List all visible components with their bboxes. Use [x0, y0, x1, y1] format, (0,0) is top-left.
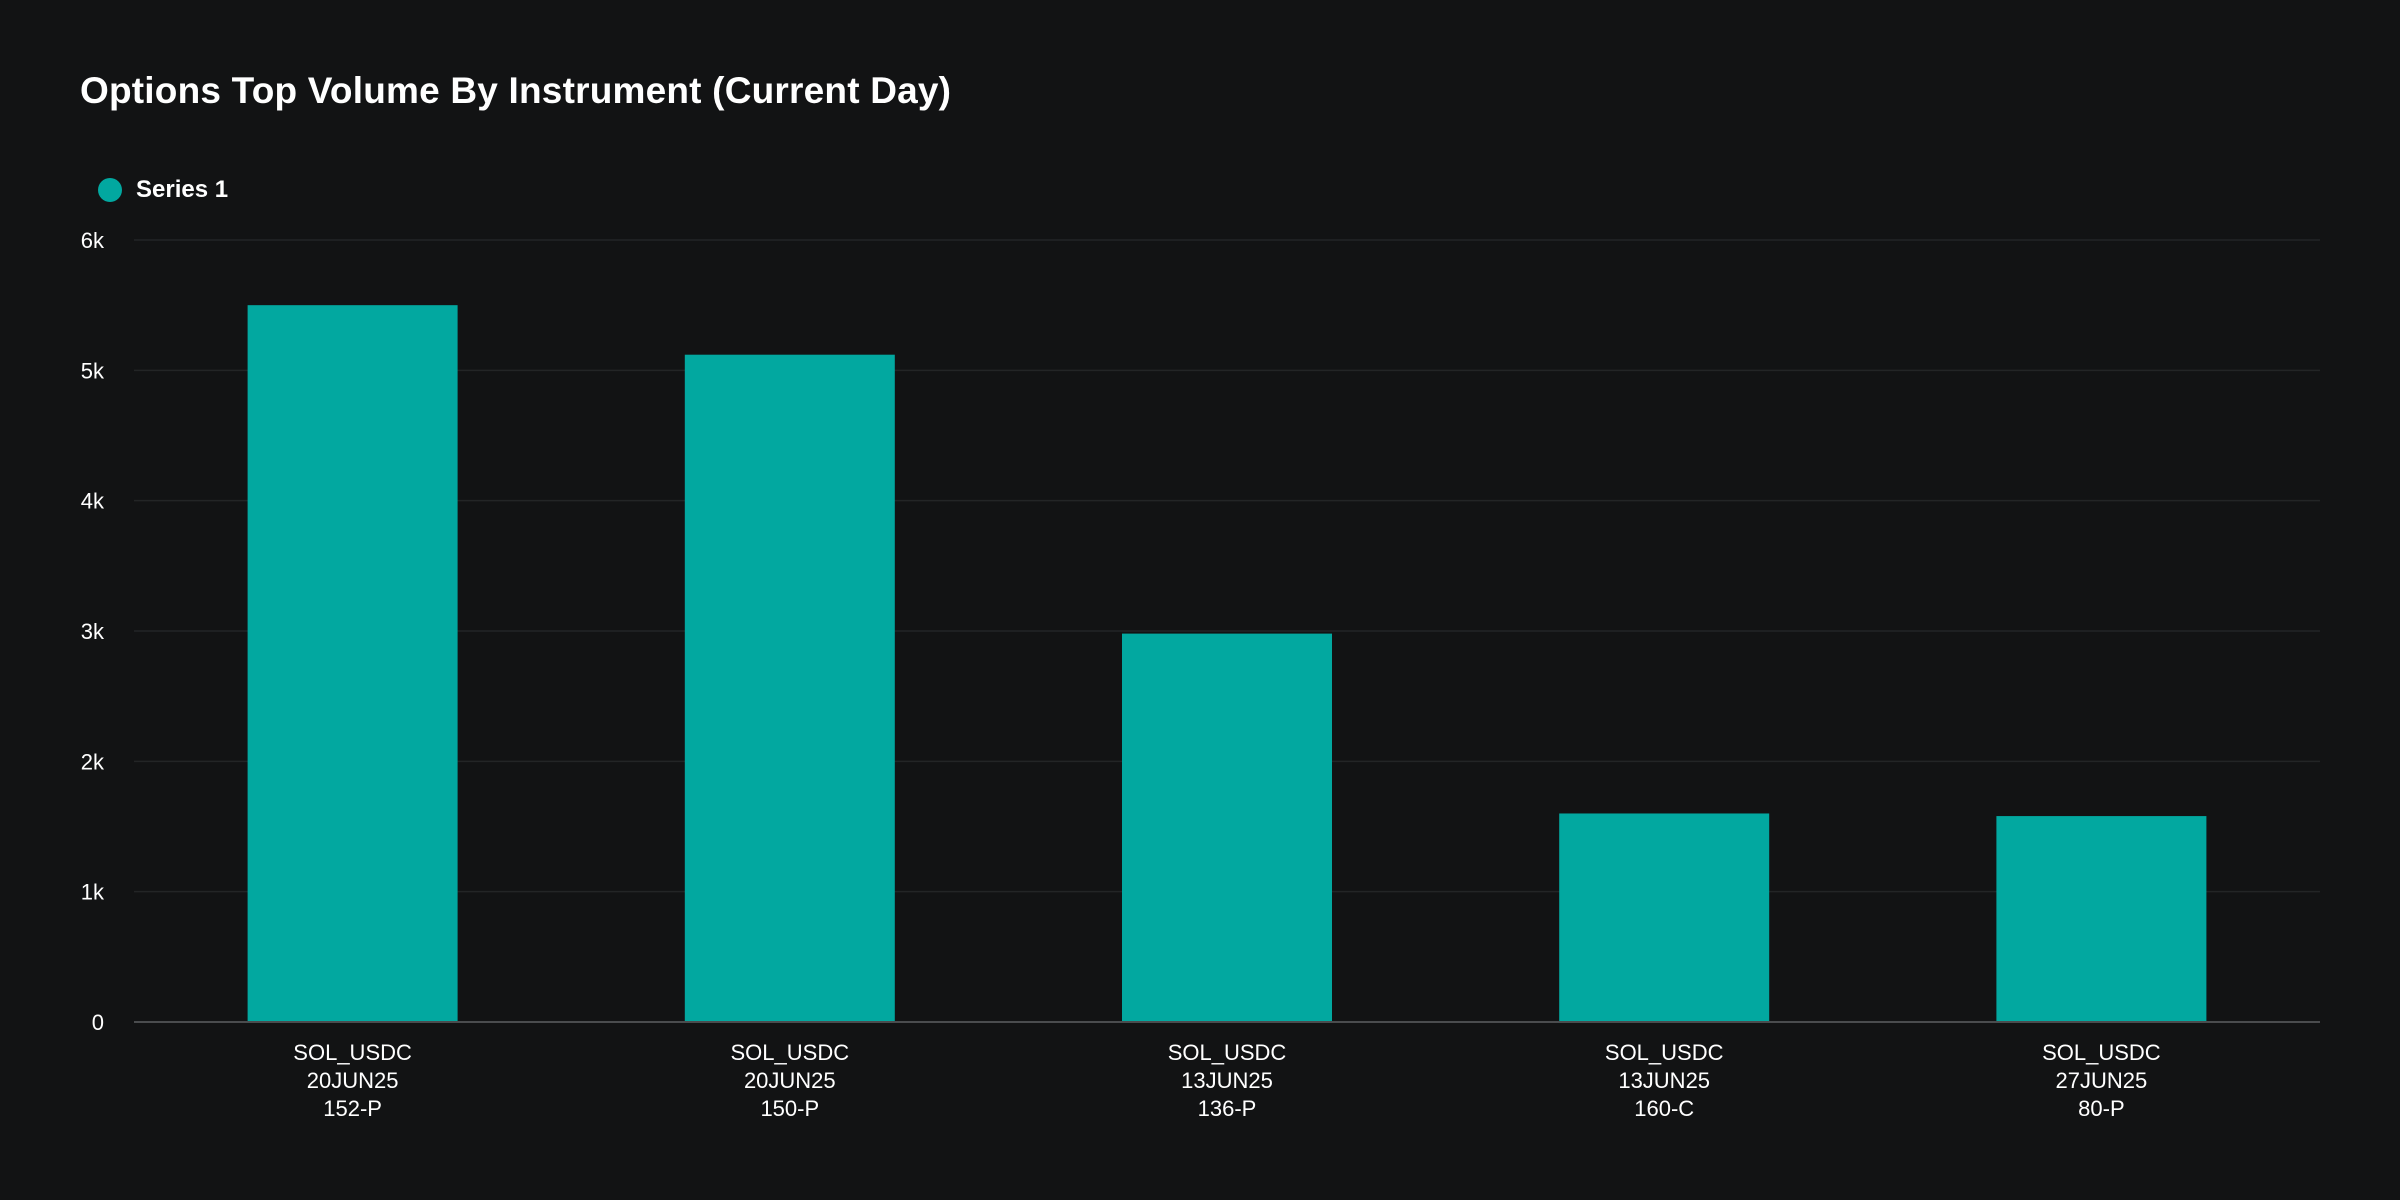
x-tick-label: SOL_USDC 13JUN25 160-C [1605, 1040, 1724, 1121]
y-tick-label: 0 [92, 1010, 104, 1035]
legend-swatch-series-1 [98, 178, 122, 202]
x-tick-label-line: SOL_USDC [293, 1040, 412, 1065]
x-tick-label-line: 152-P [323, 1096, 382, 1121]
chart-legend[interactable]: Series 1 [98, 176, 228, 204]
x-tick-label-line: 27JUN25 [2056, 1068, 2148, 1093]
x-tick-label-line: 20JUN25 [307, 1068, 399, 1093]
bar[interactable] [1559, 813, 1770, 1022]
x-tick-label-line: SOL_USDC [2042, 1040, 2161, 1065]
x-tick-label-line: SOL_USDC [731, 1040, 850, 1065]
legend-label-series-1: Series 1 [136, 176, 229, 203]
x-tick-label-line: SOL_USDC [1605, 1040, 1724, 1065]
x-tick-label-line: 160-C [1634, 1096, 1694, 1121]
y-tick-label: 6k [81, 228, 105, 253]
x-tick-label-line: 136-P [1198, 1096, 1257, 1121]
bar[interactable] [1996, 816, 2207, 1022]
y-tick-label: 5k [81, 358, 105, 383]
y-tick-label: 4k [81, 489, 105, 514]
x-tick-label-line: 13JUN25 [1618, 1068, 1710, 1093]
x-tick-label: SOL_USDC 13JUN25 136-P [1168, 1040, 1287, 1121]
bar[interactable] [247, 305, 458, 1023]
bar[interactable] [684, 354, 895, 1022]
x-tick-label-line: 13JUN25 [1181, 1068, 1273, 1093]
x-tick-label-line: 150-P [760, 1096, 819, 1121]
x-tick-label-line: SOL_USDC [1168, 1040, 1287, 1065]
chart-title: Options Top Volume By Instrument (Curren… [80, 70, 952, 111]
y-tick-label: 3k [81, 619, 105, 644]
y-tick-label: 2k [81, 749, 105, 774]
x-tick-label-line: 80-P [2078, 1096, 2124, 1121]
x-tick-label-line: 20JUN25 [744, 1068, 836, 1093]
x-tick-label: SOL_USDC 20JUN25 152-P [293, 1040, 412, 1121]
x-tick-label: SOL_USDC 27JUN25 80-P [2042, 1040, 2161, 1121]
bar[interactable] [1122, 633, 1332, 1022]
y-tick-label: 1k [81, 880, 105, 905]
x-tick-label: SOL_USDC 20JUN25 150-P [731, 1040, 850, 1121]
